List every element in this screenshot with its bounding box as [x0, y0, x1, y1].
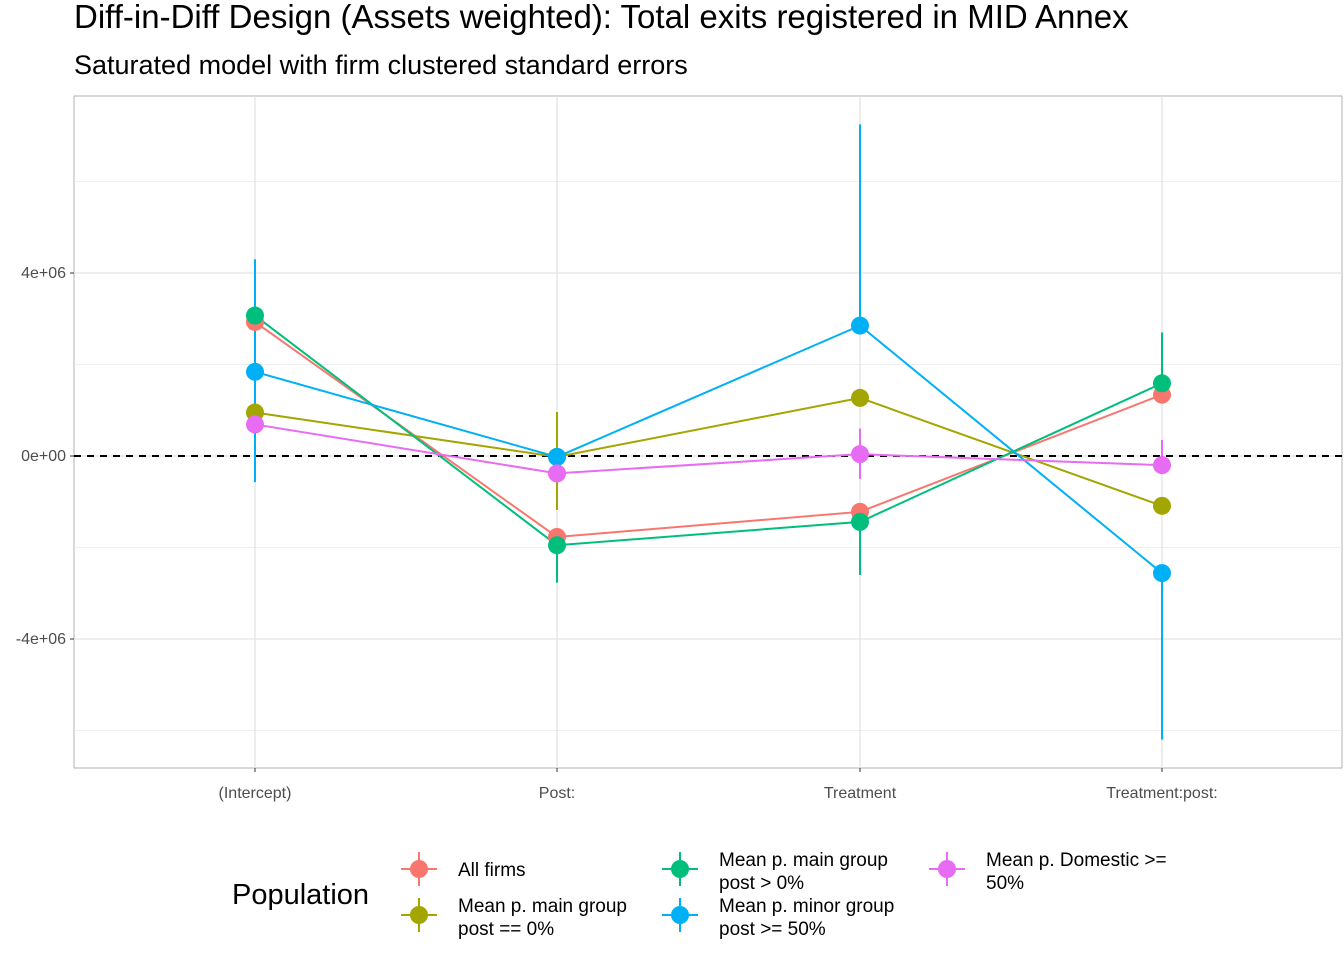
data-point [851, 512, 869, 531]
panel-border [73, 95, 1343, 769]
legend-label: post >= 50% [719, 919, 826, 940]
legend-title: Population [232, 879, 369, 911]
data-point [1153, 456, 1171, 475]
legend-key-point [410, 860, 428, 878]
legend-label: Mean p. Domestic >= [986, 850, 1167, 871]
legend-label: Mean p. minor group [719, 896, 894, 917]
legend-key-point [671, 906, 689, 924]
legend-label: post == 0% [458, 919, 554, 940]
y-tick-label: 4e+06 [21, 265, 66, 282]
series-line [254, 324, 1163, 574]
chart-subtitle: Saturated model with firm clustered stan… [74, 50, 688, 80]
data-point [548, 447, 566, 466]
data-point [1153, 496, 1171, 515]
y-tick-label: -4e+06 [16, 631, 66, 648]
data-point [246, 362, 264, 381]
y-tick-label: 0e+00 [21, 448, 66, 465]
legend-label: 50% [986, 873, 1024, 894]
legend-key-point [938, 860, 956, 878]
data-point [1153, 374, 1171, 393]
plot-area: -4e+06 0e+00 4e+06 (Intercept) Post: Treatmen… [16, 95, 1343, 802]
legend-label: post > 0% [719, 873, 804, 894]
x-tick-label: Post: [539, 785, 575, 802]
data-point [851, 388, 869, 407]
legend-label: Mean p. main group [719, 850, 888, 871]
data-point [548, 464, 566, 483]
x-tick-label: Treatment:post: [1106, 785, 1217, 802]
legend-key-point [671, 860, 689, 878]
legend-key-point [410, 906, 428, 924]
x-tick-label: (Intercept) [219, 785, 292, 802]
data-point [1153, 564, 1171, 583]
series-line [254, 314, 1163, 547]
data-point [851, 445, 869, 464]
x-tick-label: Treatment [824, 785, 897, 802]
data-point [246, 415, 264, 434]
legend-label: All firms [458, 860, 526, 881]
legend-label: Mean p. main group [458, 896, 627, 917]
series-line [254, 423, 1163, 475]
data-point [246, 306, 264, 325]
data-point [548, 536, 566, 555]
chart-title: Diff-in-Diff Design (Assets weighted): T… [74, 0, 1129, 35]
data-point [851, 316, 869, 335]
